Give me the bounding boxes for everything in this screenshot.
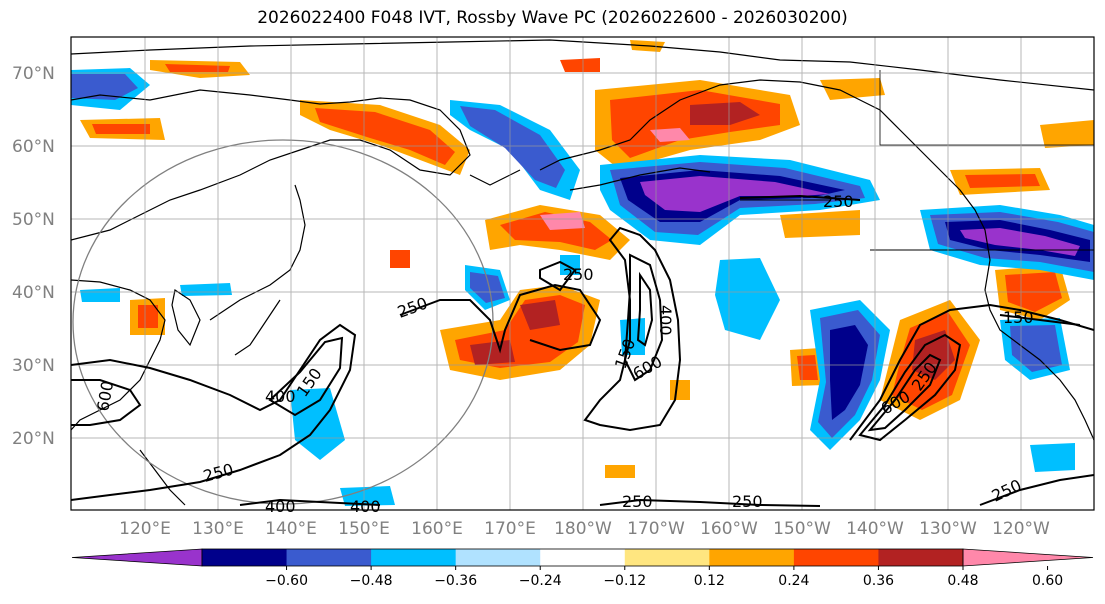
positive-anomaly bbox=[390, 250, 410, 268]
colorbar-segment bbox=[455, 549, 541, 566]
positive-anomaly bbox=[500, 212, 612, 250]
negative-anomaly bbox=[715, 258, 780, 340]
lon-label: 150°E bbox=[338, 519, 390, 539]
positive-anomaly bbox=[912, 330, 955, 380]
lon-label: 170°W bbox=[627, 519, 685, 539]
chart-title: 2026022400 F048 IVT, Rossby Wave PC (202… bbox=[257, 8, 848, 28]
lon-label: 140°E bbox=[265, 519, 317, 539]
lon-label: 130°E bbox=[192, 519, 244, 539]
positive-anomaly bbox=[965, 174, 1040, 188]
colorbar-tick-label: 0.24 bbox=[778, 573, 809, 589]
negative-anomaly bbox=[460, 106, 565, 188]
lat-label-70N: 70°N bbox=[12, 64, 55, 84]
colorbar-tick-label: 0.12 bbox=[694, 573, 725, 589]
colorbar-tick-label: 0.36 bbox=[863, 573, 894, 589]
negative-anomaly bbox=[640, 176, 830, 212]
positive-anomaly bbox=[520, 300, 560, 330]
positive-anomaly bbox=[138, 305, 158, 328]
lon-label: 120°W bbox=[992, 519, 1050, 539]
lon-label: 130°W bbox=[919, 519, 977, 539]
negative-anomaly bbox=[1010, 325, 1062, 372]
lon-label: 180°W bbox=[554, 519, 612, 539]
positive-anomaly bbox=[670, 380, 690, 400]
colorbar-extend-max bbox=[962, 548, 1094, 567]
colorbar-tick-label: −0.48 bbox=[350, 573, 393, 589]
lon-label: 170°E bbox=[484, 519, 536, 539]
positive-anomaly bbox=[780, 210, 860, 238]
latitude-labels: 70°N 60°N 50°N 40°N 30°N 20°N bbox=[12, 64, 55, 449]
lon-label: 150°W bbox=[773, 519, 831, 539]
colorbar: −0.60 −0.48 −0.36 −0.24 −0.12 0.12 0.24 0.36 0.4… bbox=[71, 548, 1094, 589]
positive-anomaly bbox=[315, 108, 455, 165]
colorbar-segment bbox=[878, 549, 964, 566]
colorbar-segment bbox=[624, 549, 710, 566]
contour-label: 400 bbox=[350, 497, 381, 516]
negative-anomaly bbox=[180, 283, 232, 296]
positive-anomaly bbox=[560, 58, 600, 72]
colorbar-extend-min bbox=[71, 548, 203, 567]
colorbar-tick-label: −0.24 bbox=[519, 573, 562, 589]
positive-anomaly bbox=[690, 102, 760, 125]
lon-label: 120°E bbox=[119, 519, 171, 539]
positive-anomaly bbox=[540, 212, 585, 230]
longitude-labels: 120°E 130°E 140°E 150°E 160°E 170°E 180°… bbox=[119, 519, 1050, 539]
lon-label: 160°W bbox=[700, 519, 758, 539]
colorbar-segment bbox=[202, 549, 288, 566]
contour-label: 250 bbox=[823, 192, 854, 211]
positive-anomaly bbox=[797, 355, 818, 380]
colorbar-segment bbox=[793, 549, 879, 566]
gridlines bbox=[71, 37, 1094, 510]
colorbar-outline bbox=[201, 548, 964, 567]
ivt-shading bbox=[71, 40, 1094, 506]
lat-label-60N: 60°N bbox=[12, 137, 55, 157]
contour-label: 250 bbox=[732, 492, 763, 511]
negative-anomaly bbox=[960, 228, 1080, 256]
contour-label: 250 bbox=[622, 492, 653, 511]
positive-anomaly bbox=[165, 64, 230, 72]
lon-label: 160°E bbox=[411, 519, 463, 539]
lat-label-30N: 30°N bbox=[12, 356, 55, 376]
positive-anomaly bbox=[650, 128, 690, 142]
colorbar-tick-label: −0.60 bbox=[265, 573, 308, 589]
colorbar-segment bbox=[286, 549, 372, 566]
positive-anomaly bbox=[470, 340, 515, 365]
colorbar-tick-label: −0.12 bbox=[603, 573, 646, 589]
negative-anomaly bbox=[340, 486, 395, 506]
positive-anomaly bbox=[92, 124, 150, 134]
map-frame bbox=[70, 36, 1095, 511]
negative-anomaly bbox=[71, 74, 138, 100]
reference-circle bbox=[72, 139, 494, 505]
contour-label: 400 bbox=[265, 387, 296, 406]
lon-label: 140°W bbox=[846, 519, 904, 539]
lat-label-50N: 50°N bbox=[12, 210, 55, 230]
negative-anomaly bbox=[1030, 443, 1075, 472]
colorbar-tick-label: −0.36 bbox=[434, 573, 477, 589]
colorbar-segment bbox=[540, 549, 626, 566]
negative-anomaly bbox=[470, 272, 505, 303]
contour-label: 150 bbox=[1003, 308, 1034, 327]
colorbar-tick-label: 0.60 bbox=[1032, 573, 1063, 589]
colorbar-tick-label: 0.48 bbox=[947, 573, 978, 589]
coastlines bbox=[71, 39, 1094, 506]
contour-label: 400 bbox=[265, 497, 296, 516]
lat-label-40N: 40°N bbox=[12, 283, 55, 303]
contour-label: 400 bbox=[656, 305, 675, 336]
positive-anomaly bbox=[1040, 120, 1094, 148]
contour-label: 250 bbox=[563, 265, 594, 284]
colorbar-segment bbox=[371, 549, 457, 566]
negative-anomaly bbox=[80, 288, 120, 302]
positive-anomaly bbox=[820, 78, 885, 100]
lat-label-20N: 20°N bbox=[12, 429, 55, 449]
negative-anomaly bbox=[830, 325, 868, 420]
positive-anomaly bbox=[605, 465, 635, 478]
colorbar-segment bbox=[709, 549, 795, 566]
ivt-contours bbox=[71, 194, 1094, 507]
